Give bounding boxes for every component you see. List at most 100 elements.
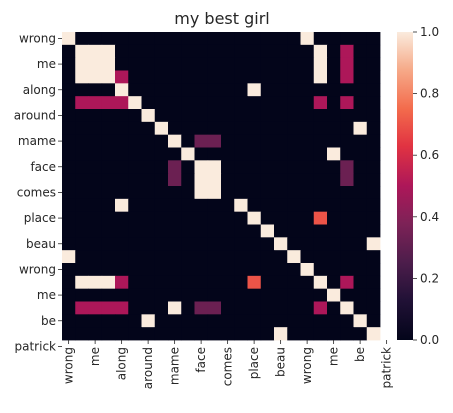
heatmap-cell bbox=[221, 83, 235, 96]
heatmap-cell bbox=[301, 122, 315, 135]
heatmap-cell bbox=[128, 263, 142, 276]
heatmap-cell bbox=[75, 32, 89, 45]
heatmap-cell bbox=[261, 199, 275, 212]
heatmap-cell bbox=[314, 263, 328, 276]
heatmap-cell bbox=[314, 237, 328, 250]
heatmap-cell bbox=[75, 250, 89, 263]
heatmap-cell bbox=[261, 250, 275, 263]
heatmap-cell bbox=[234, 32, 248, 45]
heatmap-cell bbox=[340, 83, 354, 96]
heatmap-cell bbox=[181, 135, 195, 148]
heatmap-cell bbox=[274, 32, 288, 45]
heatmap-cell bbox=[89, 135, 103, 148]
heatmap-cell bbox=[208, 289, 222, 302]
heatmap-cell bbox=[181, 83, 195, 96]
heatmap-cell bbox=[314, 212, 328, 225]
heatmap-cell bbox=[142, 225, 156, 238]
heatmap-cell bbox=[89, 109, 103, 122]
heatmap-cell bbox=[261, 160, 275, 173]
heatmap-cell bbox=[301, 212, 315, 225]
heatmap-cell bbox=[62, 276, 76, 289]
heatmap-cell bbox=[274, 45, 288, 58]
heatmap-cell bbox=[234, 186, 248, 199]
heatmap-cell bbox=[274, 186, 288, 199]
heatmap-cell bbox=[128, 135, 142, 148]
heatmap-cell bbox=[128, 160, 142, 173]
heatmap-cell bbox=[248, 263, 262, 276]
heatmap-cell bbox=[234, 302, 248, 315]
heatmap-cell bbox=[168, 302, 182, 315]
heatmap-cell bbox=[142, 160, 156, 173]
heatmap-cell bbox=[62, 225, 76, 238]
heatmap-cell bbox=[62, 96, 76, 109]
heatmap-cell bbox=[340, 173, 354, 186]
heatmap-cell bbox=[195, 58, 209, 71]
heatmap-cell bbox=[287, 58, 301, 71]
heatmap-cell bbox=[274, 289, 288, 302]
heatmap-cell bbox=[168, 327, 182, 340]
heatmap-cell bbox=[340, 109, 354, 122]
heatmap-cell bbox=[354, 314, 368, 327]
heatmap-cell bbox=[89, 237, 103, 250]
heatmap-cell bbox=[301, 148, 315, 161]
heatmap-cell bbox=[367, 122, 381, 135]
heatmap-cell bbox=[102, 276, 116, 289]
heatmap-cell bbox=[168, 276, 182, 289]
colorbar-tick-label: 0.0 bbox=[420, 333, 439, 347]
heatmap-cell bbox=[115, 263, 129, 276]
heatmap-cell bbox=[274, 71, 288, 84]
heatmap-cell bbox=[367, 250, 381, 263]
heatmap-cell bbox=[301, 135, 315, 148]
heatmap-cell bbox=[248, 327, 262, 340]
heatmap-cell bbox=[314, 160, 328, 173]
heatmap-cell bbox=[221, 45, 235, 58]
heatmap-cell bbox=[181, 302, 195, 315]
x-tick-label: wrong bbox=[62, 347, 76, 384]
heatmap-cell bbox=[62, 314, 76, 327]
heatmap-cell bbox=[181, 32, 195, 45]
heatmap-cell bbox=[301, 160, 315, 173]
heatmap-cell bbox=[128, 327, 142, 340]
heatmap-cell bbox=[248, 45, 262, 58]
heatmap-cell bbox=[234, 199, 248, 212]
heatmap-cell bbox=[168, 314, 182, 327]
heatmap-cell bbox=[248, 225, 262, 238]
heatmap-cell bbox=[115, 314, 129, 327]
heatmap-cell bbox=[301, 186, 315, 199]
heatmap-cell bbox=[274, 160, 288, 173]
heatmap-cell bbox=[155, 225, 169, 238]
heatmap-cell bbox=[115, 122, 129, 135]
heatmap-cell bbox=[248, 276, 262, 289]
heatmap-cell bbox=[274, 58, 288, 71]
heatmap-cell bbox=[354, 212, 368, 225]
heatmap-cell bbox=[102, 302, 116, 315]
heatmap-cell bbox=[155, 263, 169, 276]
heatmap-cell bbox=[274, 122, 288, 135]
heatmap-cell bbox=[208, 122, 222, 135]
heatmap-cell bbox=[261, 96, 275, 109]
heatmap-cell bbox=[367, 199, 381, 212]
heatmap-cell bbox=[354, 173, 368, 186]
heatmap-cell bbox=[168, 71, 182, 84]
heatmap-cell bbox=[314, 225, 328, 238]
heatmap-cell bbox=[181, 186, 195, 199]
heatmap-cell bbox=[128, 199, 142, 212]
heatmap-cell bbox=[367, 263, 381, 276]
heatmap-cell bbox=[75, 212, 89, 225]
heatmap-cell bbox=[208, 186, 222, 199]
heatmap-cell bbox=[248, 302, 262, 315]
heatmap-cell bbox=[208, 314, 222, 327]
heatmap-cell bbox=[168, 135, 182, 148]
heatmap-cell bbox=[340, 32, 354, 45]
heatmap-cell bbox=[287, 173, 301, 186]
heatmap-cell bbox=[115, 302, 129, 315]
heatmap-cell bbox=[168, 186, 182, 199]
heatmap-cell bbox=[115, 276, 129, 289]
heatmap-cell bbox=[142, 237, 156, 250]
heatmap-cell bbox=[195, 71, 209, 84]
heatmap-cell bbox=[102, 135, 116, 148]
heatmap-cell bbox=[314, 32, 328, 45]
heatmap-cell bbox=[314, 276, 328, 289]
heatmap-cell bbox=[301, 71, 315, 84]
heatmap-cell bbox=[327, 122, 341, 135]
